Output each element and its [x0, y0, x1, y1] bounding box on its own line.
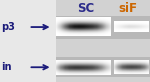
Text: SC: SC [78, 2, 95, 15]
Bar [56, 57, 150, 77]
Text: siF: siF [118, 2, 137, 15]
Bar [56, 16, 150, 39]
Text: p3: p3 [2, 22, 15, 32]
Text: in: in [2, 62, 12, 72]
Bar [56, 0, 150, 82]
